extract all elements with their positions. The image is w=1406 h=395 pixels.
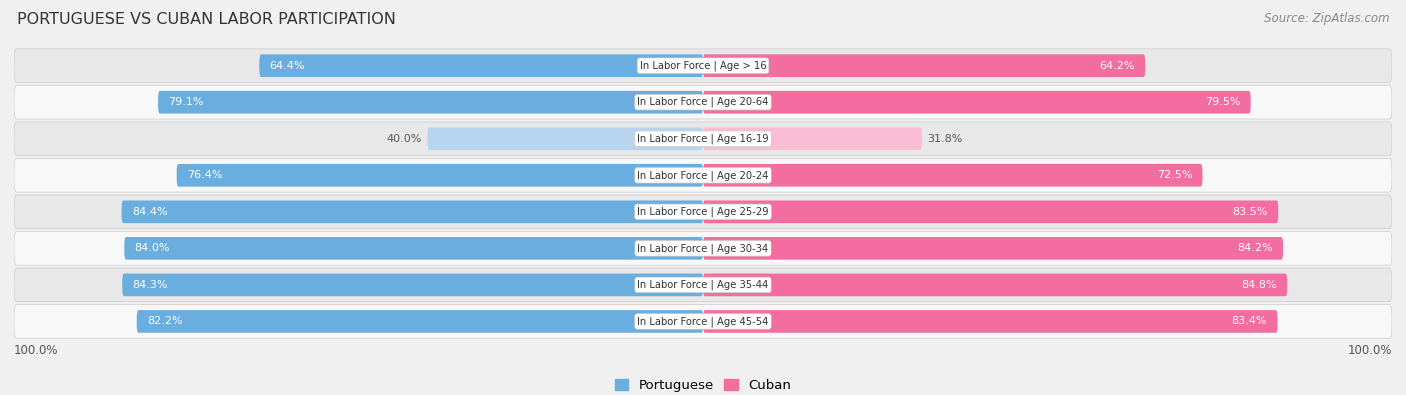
FancyBboxPatch shape — [703, 164, 1202, 186]
FancyBboxPatch shape — [157, 91, 703, 113]
FancyBboxPatch shape — [136, 310, 703, 333]
Text: 79.1%: 79.1% — [169, 97, 204, 107]
FancyBboxPatch shape — [259, 55, 703, 77]
Text: 100.0%: 100.0% — [14, 344, 59, 357]
Text: 84.0%: 84.0% — [135, 243, 170, 253]
Text: 84.4%: 84.4% — [132, 207, 167, 217]
Text: 64.4%: 64.4% — [270, 61, 305, 71]
FancyBboxPatch shape — [703, 128, 922, 150]
Text: 84.3%: 84.3% — [132, 280, 169, 290]
FancyBboxPatch shape — [14, 158, 1392, 192]
FancyBboxPatch shape — [703, 55, 1146, 77]
Text: 79.5%: 79.5% — [1205, 97, 1240, 107]
Text: 64.2%: 64.2% — [1099, 61, 1135, 71]
Text: 83.4%: 83.4% — [1232, 316, 1267, 326]
FancyBboxPatch shape — [122, 274, 703, 296]
Text: In Labor Force | Age 20-64: In Labor Force | Age 20-64 — [637, 97, 769, 107]
Text: In Labor Force | Age 20-24: In Labor Force | Age 20-24 — [637, 170, 769, 181]
Text: 76.4%: 76.4% — [187, 170, 222, 180]
FancyBboxPatch shape — [14, 305, 1392, 338]
Text: 84.8%: 84.8% — [1241, 280, 1277, 290]
Text: Source: ZipAtlas.com: Source: ZipAtlas.com — [1264, 12, 1389, 25]
FancyBboxPatch shape — [14, 195, 1392, 229]
Text: 82.2%: 82.2% — [148, 316, 183, 326]
FancyBboxPatch shape — [177, 164, 703, 186]
FancyBboxPatch shape — [14, 231, 1392, 265]
Text: 31.8%: 31.8% — [928, 134, 963, 144]
FancyBboxPatch shape — [14, 268, 1392, 302]
FancyBboxPatch shape — [14, 85, 1392, 119]
FancyBboxPatch shape — [703, 310, 1278, 333]
FancyBboxPatch shape — [703, 91, 1251, 113]
Text: In Labor Force | Age 25-29: In Labor Force | Age 25-29 — [637, 207, 769, 217]
Legend: Portuguese, Cuban: Portuguese, Cuban — [610, 374, 796, 395]
Text: 40.0%: 40.0% — [387, 134, 422, 144]
FancyBboxPatch shape — [427, 128, 703, 150]
FancyBboxPatch shape — [14, 49, 1392, 83]
Text: 72.5%: 72.5% — [1157, 170, 1192, 180]
FancyBboxPatch shape — [124, 237, 703, 260]
Text: In Labor Force | Age 35-44: In Labor Force | Age 35-44 — [637, 280, 769, 290]
Text: 83.5%: 83.5% — [1233, 207, 1268, 217]
FancyBboxPatch shape — [703, 237, 1284, 260]
FancyBboxPatch shape — [703, 274, 1288, 296]
Text: In Labor Force | Age 45-54: In Labor Force | Age 45-54 — [637, 316, 769, 327]
FancyBboxPatch shape — [703, 201, 1278, 223]
Text: In Labor Force | Age 30-34: In Labor Force | Age 30-34 — [637, 243, 769, 254]
FancyBboxPatch shape — [121, 201, 703, 223]
Text: 84.2%: 84.2% — [1237, 243, 1272, 253]
FancyBboxPatch shape — [14, 122, 1392, 156]
Text: In Labor Force | Age > 16: In Labor Force | Age > 16 — [640, 60, 766, 71]
Text: 100.0%: 100.0% — [1347, 344, 1392, 357]
Text: PORTUGUESE VS CUBAN LABOR PARTICIPATION: PORTUGUESE VS CUBAN LABOR PARTICIPATION — [17, 12, 395, 27]
Text: In Labor Force | Age 16-19: In Labor Force | Age 16-19 — [637, 134, 769, 144]
